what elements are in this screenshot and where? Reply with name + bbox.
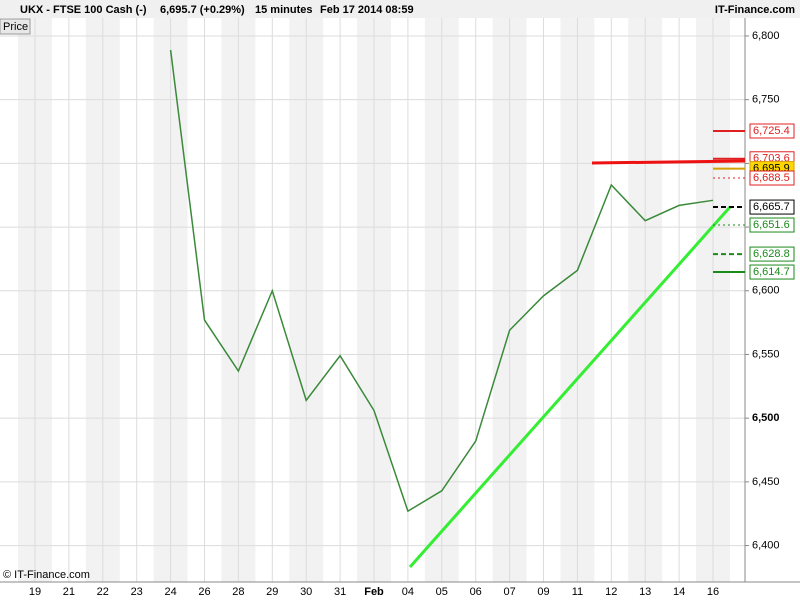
y-tick-label: 6,800 [752, 30, 780, 42]
level-label: 6,665.7 [753, 201, 790, 213]
x-tick-label: 13 [639, 586, 651, 598]
level-box [749, 264, 795, 280]
x-tick-label: 26 [198, 586, 210, 598]
x-tick-label: 24 [164, 586, 176, 598]
x-tick-label: 19 [29, 586, 41, 598]
x-tick-label: 22 [97, 586, 109, 598]
level-label: 6,628.8 [753, 248, 790, 260]
x-tick-label: 23 [131, 586, 143, 598]
brand: IT-Finance.com [715, 4, 795, 16]
datetime: Feb 17 2014 08:59 [320, 4, 414, 16]
support-trendline [408, 206, 732, 568]
symbol: UKX - FTSE 100 Cash (-) [20, 4, 147, 16]
x-tick-label: 31 [334, 586, 346, 598]
x-tick-label: 16 [707, 586, 719, 598]
x-tick-label: 30 [300, 586, 312, 598]
x-tick-label: 12 [605, 586, 617, 598]
y-tick-label: 6,400 [752, 539, 780, 551]
pane-label-box [0, 18, 31, 35]
resistance-trendline [591, 159, 746, 165]
interval: 15 minutes [255, 4, 312, 16]
x-tick-label: Feb [364, 586, 384, 598]
x-tick-label: 14 [673, 586, 685, 598]
y-tick-label: 6,550 [752, 348, 780, 360]
level-box [749, 199, 795, 215]
x-tick-label: 09 [537, 586, 549, 598]
level-label: 6,725.4 [753, 125, 790, 137]
level-box [749, 217, 795, 233]
x-tick-label: 06 [470, 586, 482, 598]
level-box [749, 246, 795, 262]
x-tick-label: 04 [402, 586, 414, 598]
level-box [749, 170, 795, 186]
y-tick-label: 6,450 [752, 476, 780, 488]
y-tick-label: 6,600 [752, 285, 780, 297]
x-tick-label: 21 [63, 586, 75, 598]
footer: © IT-Finance.com [3, 569, 90, 581]
header-bar [0, 0, 800, 18]
y-tick-label: 6,500 [752, 412, 780, 424]
x-tick-label: 11 [572, 586, 583, 598]
level-box [749, 123, 795, 139]
x-tick-label: 05 [436, 586, 448, 598]
quote: 6,695.7 (+0.29%) [160, 4, 245, 16]
x-tick-label: 28 [232, 586, 244, 598]
price-line [169, 49, 714, 513]
pane-label: Price [3, 21, 28, 33]
x-tick-label: 07 [503, 586, 515, 598]
x-tick-label: 29 [266, 586, 278, 598]
level-label: 6,651.6 [753, 219, 790, 231]
level-label: 6,614.7 [753, 266, 790, 278]
y-tick-label: 6,750 [752, 94, 780, 106]
level-label: 6,688.5 [753, 172, 790, 184]
